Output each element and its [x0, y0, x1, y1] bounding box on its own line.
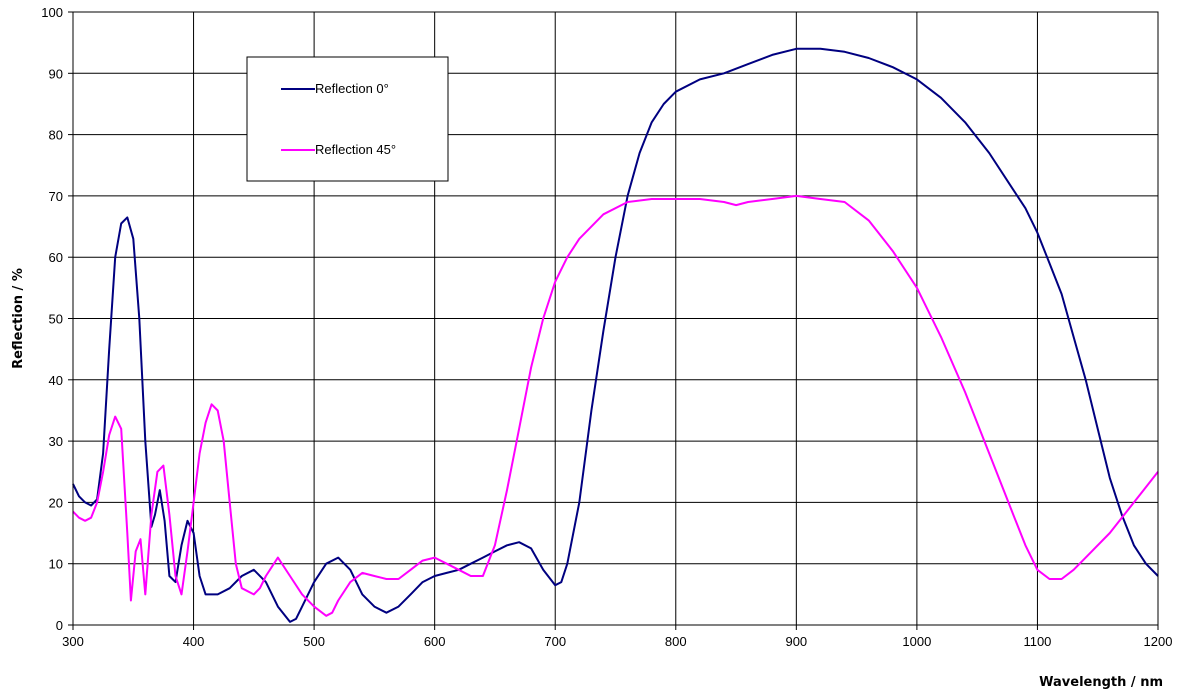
x-tick-label: 800: [665, 634, 687, 649]
y-tick-label: 70: [49, 189, 63, 204]
plot-frame: [72, 11, 1159, 626]
y-tick-label: 20: [49, 495, 63, 510]
y-tick-label: 50: [49, 312, 63, 327]
series-lines: [72, 47, 1159, 623]
x-tick-label: 1200: [1144, 634, 1173, 649]
legend: Reflection 0° Reflection 45°: [246, 56, 449, 182]
x-tick-label: 600: [424, 634, 446, 649]
y-tick-label: 40: [49, 373, 63, 388]
x-tick-label: 700: [544, 634, 566, 649]
y-tick-label: 60: [49, 250, 63, 265]
y-tick-label: 90: [49, 66, 63, 81]
y-tick-label: 30: [49, 434, 63, 449]
series-line-1: [72, 194, 1159, 617]
x-tick-label: 500: [303, 634, 325, 649]
y-axis-title: Reflection / %: [11, 268, 26, 369]
x-tick-labels: 300 400 500 600 700 800 900 1000 1100 1200: [62, 634, 1172, 649]
y-tick-labels: 0 10 20 30 40 50 60 70 80 90 100: [41, 5, 63, 633]
y-tick-label: 100: [41, 5, 63, 20]
x-tick-label: 1100: [1023, 634, 1051, 649]
y-tick-label: 80: [49, 128, 63, 143]
legend-label-0: Reflection 0°: [315, 81, 389, 96]
legend-box: [246, 56, 449, 182]
x-tick-label: 900: [785, 634, 807, 649]
legend-label-1: Reflection 45°: [315, 142, 396, 157]
x-tick-label: 300: [62, 634, 84, 649]
y-tick-label: 10: [49, 557, 63, 572]
x-tick-label: 1000: [902, 634, 931, 649]
x-tick-label: 400: [183, 634, 205, 649]
y-tick-label: 0: [56, 618, 63, 633]
x-axis-title: Wavelength / nm: [1039, 675, 1163, 690]
